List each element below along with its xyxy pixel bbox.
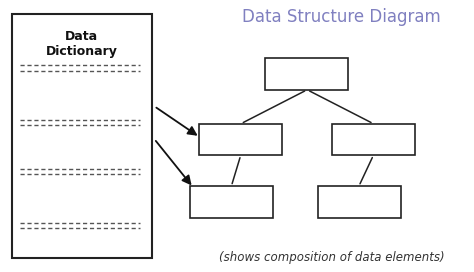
Bar	[265, 58, 348, 90]
Text: Data
Dictionary: Data Dictionary	[46, 30, 118, 58]
Text: Data Structure Diagram: Data Structure Diagram	[242, 8, 441, 26]
Bar	[190, 186, 273, 218]
Bar	[332, 124, 415, 155]
Text: (shows composition of data elements): (shows composition of data elements)	[219, 251, 445, 264]
Bar	[199, 124, 282, 155]
Bar	[12, 14, 152, 258]
Bar	[318, 186, 401, 218]
